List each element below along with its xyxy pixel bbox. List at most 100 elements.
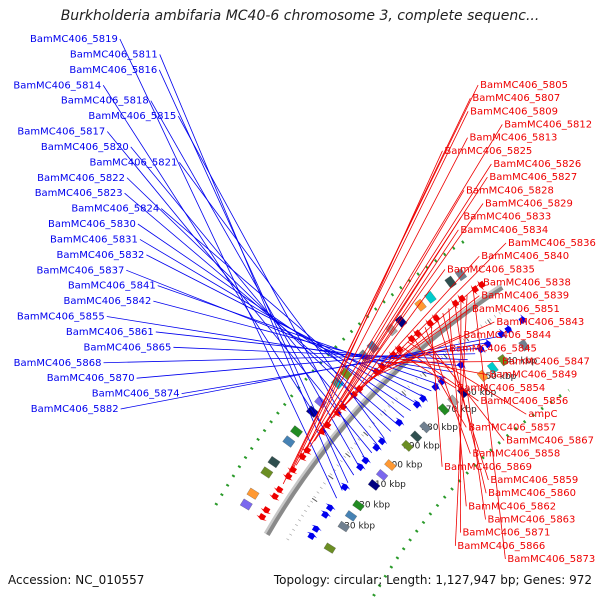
- ruler-minor-tick: [419, 374, 423, 377]
- forward-gene-label: BamMC406_5840: [481, 251, 569, 262]
- ruler-minor-tick: [316, 491, 320, 494]
- cog-category-box-reverse: [401, 439, 414, 452]
- ruler-tick-label: 370 kbp: [440, 405, 477, 415]
- cog-category-box-reverse: [486, 361, 499, 375]
- forward-gene-label: ampC: [528, 409, 557, 420]
- reverse-gene-arrow: [497, 328, 506, 339]
- reverse-gene-label: BamMC406_5868: [14, 358, 102, 369]
- cog-category-box-reverse: [323, 542, 336, 554]
- ruler-tick: [401, 390, 407, 396]
- forward-gene-label: BamMC406_5843: [496, 317, 584, 328]
- forward-label-leader: [430, 322, 443, 467]
- reverse-gene-label: BamMC406_5831: [50, 234, 138, 245]
- map-title: Burkholderia ambifaria MC40-6 chromosome…: [60, 8, 540, 24]
- ruler-tick-label: 390 kbp: [403, 441, 440, 451]
- ruler-minor-tick: [503, 308, 506, 312]
- ruler-tick-label: 360 kbp: [460, 388, 497, 398]
- forward-gene-label: BamMC406_5862: [468, 501, 556, 512]
- cog-category-box-forward: [267, 455, 281, 469]
- reverse-gene-arrow: [325, 503, 336, 512]
- cog-category-box-reverse: [410, 430, 423, 443]
- forward-label-leader: [300, 137, 468, 460]
- reverse-label-leader: [150, 100, 361, 468]
- ruler-minor-tick: [289, 533, 293, 536]
- ruler-minor-tick: [353, 442, 357, 445]
- reverse-gene-label: BamMC406_5823: [35, 188, 123, 199]
- ruler-minor-tick: [368, 425, 372, 429]
- forward-gene-arrow: [425, 319, 435, 329]
- reverse-gene-arrow: [483, 338, 493, 349]
- ruler-minor-tick: [301, 514, 304, 517]
- forward-label-leader: [379, 347, 448, 369]
- forward-gene-arrow: [260, 506, 271, 515]
- ruler-minor-tick: [357, 438, 361, 441]
- reverse-gene-label: BamMC406_5842: [63, 296, 151, 307]
- reverse-label-leader: [119, 38, 337, 499]
- forward-gene-label: BamMC406_5833: [463, 212, 551, 223]
- ruler-tick-label: 380 kbp: [421, 423, 458, 433]
- forward-gene-arrow: [431, 314, 441, 324]
- cog-category-box-forward: [290, 425, 303, 438]
- forward-label-leader: [348, 269, 446, 401]
- forward-gene-arrow: [406, 334, 416, 344]
- ruler-minor-tick: [484, 321, 488, 325]
- ruler-minor-tick: [319, 486, 323, 490]
- genome-backbone: [266, 286, 504, 537]
- forward-gene-label: BamMC406_5825: [444, 146, 532, 157]
- cog-category-box-forward: [444, 275, 457, 289]
- forward-gene-label: BamMC406_5838: [483, 278, 571, 289]
- forward-label-leader: [287, 97, 471, 478]
- ruler-minor-tick: [489, 318, 492, 321]
- forward-gene-label: BamMC406_5845: [449, 343, 537, 354]
- forward-gene-label: BamMC406_5863: [488, 515, 576, 526]
- reverse-gene-arrow: [361, 455, 371, 465]
- forward-gene-label: BamMC406_5871: [462, 528, 550, 539]
- reverse-label-leader: [153, 300, 446, 379]
- reverse-label-leader: [102, 85, 355, 476]
- forward-gene-label: BamMC406_5826: [493, 159, 581, 170]
- cog-category-box-forward: [260, 466, 274, 479]
- ruler-minor-tick: [440, 355, 444, 359]
- forward-gene-label: BamMC406_5860: [488, 488, 576, 499]
- forward-label-leader: [291, 111, 469, 472]
- forward-gene-label: BamMC406_5854: [457, 383, 545, 394]
- reverse-gene-label: BamMC406_5865: [84, 342, 172, 353]
- ruler-minor-tick: [407, 385, 410, 389]
- forward-label-leader: [442, 312, 487, 494]
- ruler-tick-label: 400 kbp: [386, 460, 423, 470]
- reverse-gene-label: BamMC406_5874: [92, 389, 180, 400]
- ruler-tick-label: 350 kbp: [480, 372, 517, 382]
- ruler-minor-tick: [307, 505, 310, 508]
- ruler-tick: [421, 371, 427, 377]
- reverse-gene-arrow: [320, 510, 331, 519]
- ruler-minor-tick: [372, 421, 375, 424]
- cog-category-box-reverse: [497, 354, 509, 367]
- forward-gene-label: BamMC406_5835: [447, 264, 535, 275]
- forward-label-leader: [304, 150, 443, 454]
- forward-label-leader: [472, 290, 506, 560]
- accession-label: Accession: NC_010557: [8, 573, 145, 587]
- ruler-minor-tick: [298, 519, 301, 522]
- backbone-shadow: [263, 284, 502, 535]
- forward-label-leader: [343, 255, 480, 407]
- forward-label-leader: [333, 229, 459, 418]
- forward-label-leader: [407, 341, 527, 415]
- reverse-gene-arrow: [340, 482, 351, 492]
- reverse-gene-arrow: [457, 359, 466, 370]
- forward-gene-label: BamMC406_5827: [489, 172, 577, 183]
- ruler-minor-tick: [493, 314, 497, 318]
- reverse-gene-arrow: [372, 442, 382, 452]
- forward-label-leader: [295, 124, 503, 466]
- ruler-tick: [464, 335, 470, 342]
- forward-gene-label: BamMC406_5859: [490, 475, 578, 486]
- cog-category-box-reverse: [375, 469, 389, 481]
- forward-gene-label: BamMC406_5857: [468, 422, 556, 433]
- forward-label-leader: [448, 308, 467, 507]
- forward-label-leader: [454, 303, 486, 520]
- reverse-gene-label: BamMC406_5837: [36, 265, 124, 276]
- reverse-gene-label: BamMC406_5870: [47, 373, 135, 384]
- ruler-tick-label: 420 kbp: [353, 501, 390, 511]
- ruler-minor-tick: [329, 473, 333, 476]
- ruler-tick: [328, 475, 334, 480]
- ruler-minor-tick: [383, 409, 387, 412]
